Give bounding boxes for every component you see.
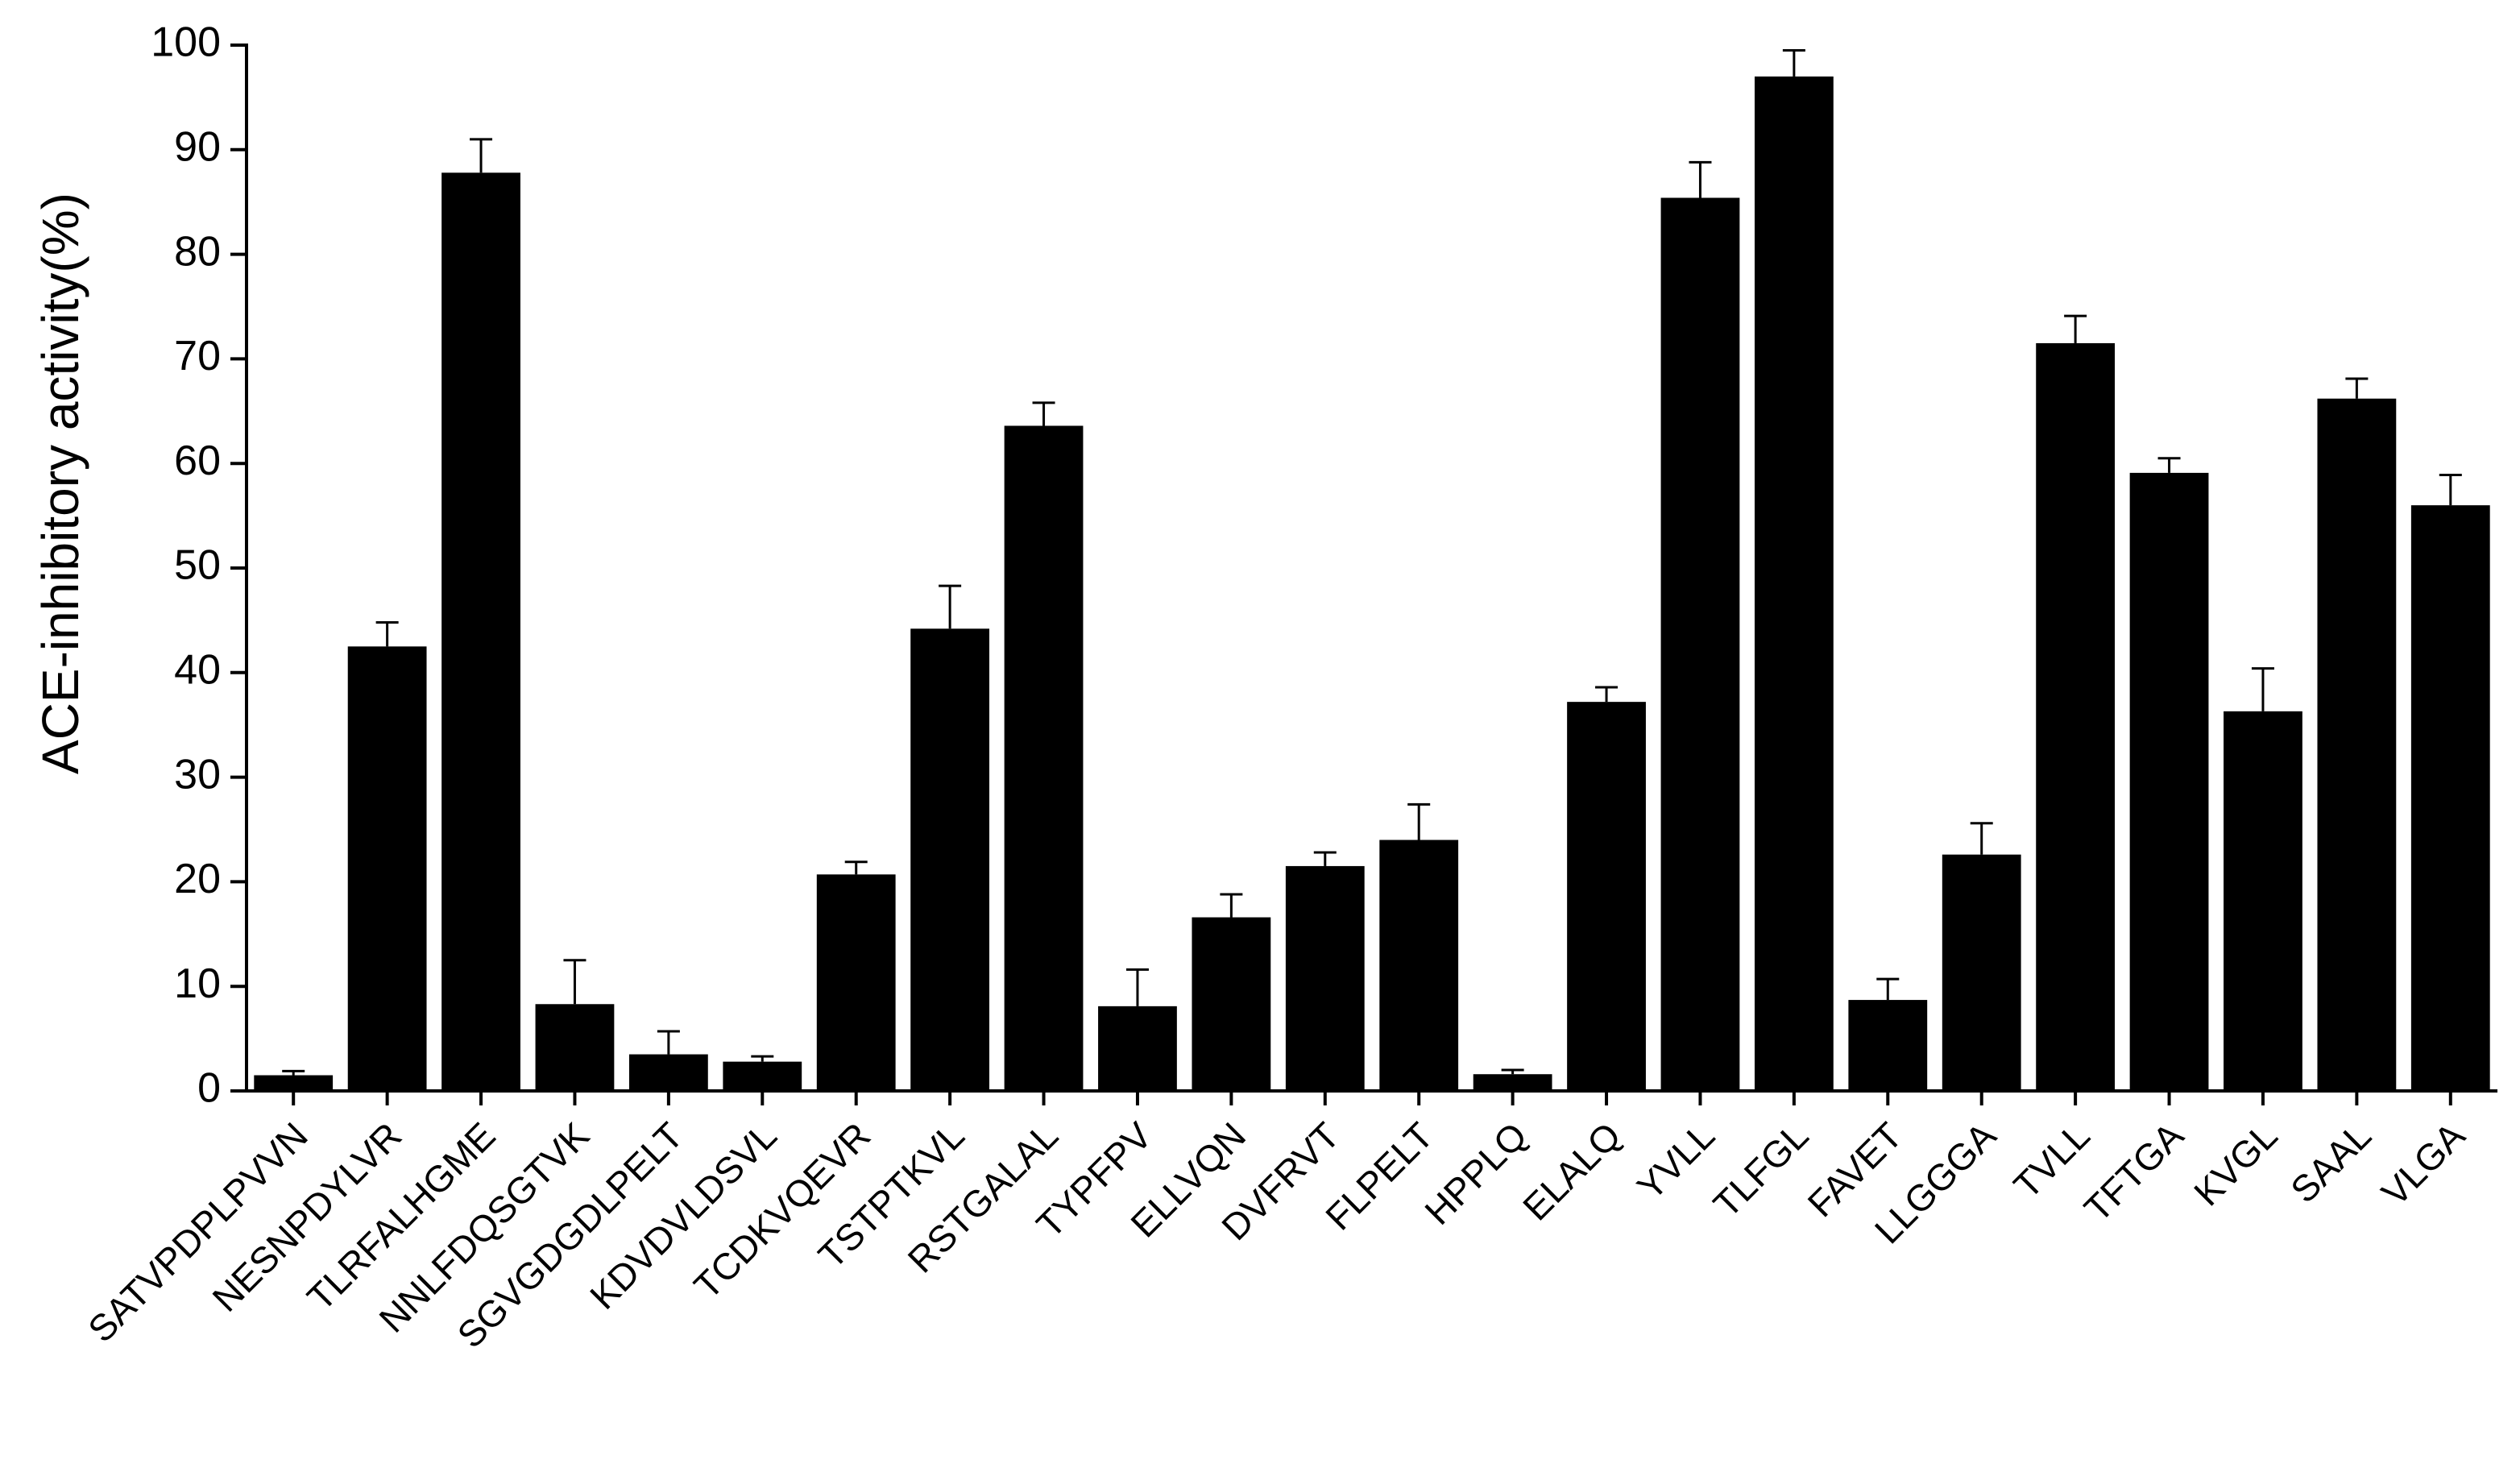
x-tick-label: ELALQ [1515,1114,1629,1229]
bar [535,1004,615,1091]
bar [1567,702,1646,1091]
x-tick-label: KVGL [2186,1114,2286,1214]
bar [2317,398,2397,1091]
y-tick-label: 100 [151,19,221,66]
x-tick-label: SAAL [2282,1114,2379,1211]
y-tick-label: 90 [174,124,221,171]
bar [1004,425,1084,1091]
bar [628,1054,708,1091]
bar [1660,197,1740,1091]
bar [2036,342,2116,1091]
y-tick-label: 0 [197,1065,221,1112]
y-tick-label: 20 [174,856,221,902]
bar [1192,917,1271,1091]
bar [1754,76,1834,1092]
bar [1379,840,1459,1091]
bar [1942,854,2021,1091]
bar [2410,505,2490,1091]
x-tick-label: VLGA [2373,1114,2473,1214]
y-tick-label: 70 [174,333,221,379]
y-tick-label: 40 [174,647,221,694]
bar [2129,472,2209,1091]
bar [347,646,427,1091]
x-tick-label: HPPLQ [1416,1114,1535,1233]
bar [816,874,896,1091]
bar [1098,1006,1177,1091]
y-axis-label: ACE-inhibitory activity(%) [31,193,89,774]
y-tick-label: 30 [174,751,221,798]
x-tick-label: TLFGL [1706,1114,1817,1225]
y-tick-label: 60 [174,437,221,484]
y-tick-label: 80 [174,228,221,275]
bar [1473,1074,1552,1091]
x-tick-label: TFTGA [2076,1114,2192,1230]
y-tick-label: 50 [174,542,221,589]
bar [254,1075,334,1091]
bar [2224,711,2302,1091]
bar [723,1061,802,1091]
bar [441,172,520,1092]
bar [910,628,990,1091]
bar [1848,1000,1928,1091]
bar [1285,865,1365,1091]
y-tick-label: 10 [174,960,221,1007]
